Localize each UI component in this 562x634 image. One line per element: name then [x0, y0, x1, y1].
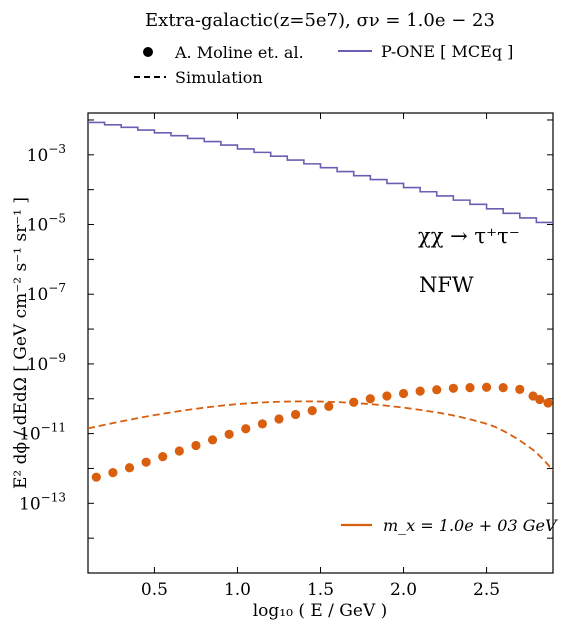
x-tick-label: 2.0: [390, 580, 417, 600]
x-tick-label: 1.5: [307, 580, 334, 600]
plot-area: [87, 112, 554, 574]
pone-step-line: [88, 121, 553, 224]
moline-data-point: [274, 414, 284, 424]
bottom-legend: m_x = 1.0e + 03 GeV: [341, 516, 558, 535]
moline-data-point: [432, 385, 442, 395]
x-axis-label: log₁₀ ( E / GeV ): [253, 601, 388, 621]
y-tick-label: 10−11: [19, 421, 66, 445]
moline-data-point: [398, 388, 409, 399]
moline-data-point: [481, 382, 492, 392]
x-tick-label: 2.5: [473, 580, 500, 600]
legend-label-moline: A. Moline et. al.: [174, 43, 304, 62]
moline-data-point: [324, 401, 334, 412]
series-layer: [87, 121, 554, 482]
moline-data-point: [515, 384, 525, 394]
moline-data-point: [498, 383, 508, 393]
x-tick-label: 1.0: [224, 580, 251, 600]
moline-data-point: [158, 452, 168, 462]
moline-data-point: [543, 398, 553, 408]
simulation-dashed-line: [87, 400, 554, 471]
moline-data-point: [382, 391, 392, 401]
moline-data-point: [257, 419, 267, 429]
moline-data-point: [349, 397, 359, 407]
moline-data-point: [307, 406, 317, 416]
y-tick-label: 10−9: [27, 351, 66, 375]
moline-data-point: [448, 383, 458, 393]
profile-annotation: NFW: [419, 273, 474, 297]
y-axis-ticks: 10−3 10−5 10−7 10−9 10−11 10−13: [19, 119, 553, 539]
moline-data-point: [290, 409, 301, 420]
chart-title: Extra-galactic(z=5e7), σν = 1.0e − 23: [145, 10, 495, 31]
moline-data-point: [191, 440, 201, 451]
y-tick-label: 10−13: [19, 490, 66, 514]
y-tick-label: 10−3: [27, 142, 66, 166]
moline-data-point: [415, 386, 425, 396]
moline-data-point: [224, 429, 234, 439]
moline-data-point: [535, 394, 545, 405]
y-tick-label: 10−5: [27, 212, 66, 236]
legend-label-pone: P-ONE [ MCEq ]: [381, 42, 513, 61]
x-axis-ticks: 0.5 1.0 1.5 2.0 2.5: [141, 113, 500, 600]
moline-data-point: [241, 424, 251, 434]
moline-data-point: [207, 435, 218, 445]
process-annotation: χχ → τ⁺τ⁻: [418, 224, 520, 248]
moline-data-point: [91, 472, 101, 482]
y-axis-label: E² dϕ / dEdΩ [ GeV cm⁻² s⁻¹ sr⁻¹ ]: [11, 197, 31, 489]
moline-data-point: [174, 446, 184, 456]
x-tick-label: 0.5: [141, 580, 168, 600]
legend-dot-marker: [143, 47, 153, 57]
moline-data-point: [141, 457, 151, 467]
top-legend: A. Moline et. al. P-ONE [ MCEq ] Simulat…: [134, 42, 513, 87]
moline-data-point: [465, 383, 475, 393]
bottom-legend-label: m_x = 1.0e + 03 GeV: [383, 516, 558, 535]
legend-label-simulation: Simulation: [175, 68, 263, 87]
moline-data-point: [108, 468, 118, 478]
moline-data-point: [124, 463, 135, 473]
moline-data-point: [365, 394, 375, 404]
y-tick-label: 10−7: [27, 281, 66, 305]
